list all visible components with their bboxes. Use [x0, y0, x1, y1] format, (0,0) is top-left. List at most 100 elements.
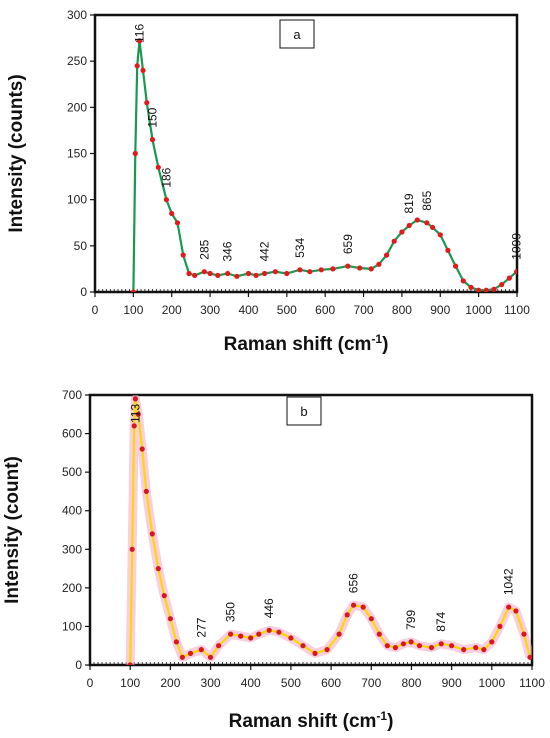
data-point	[453, 263, 459, 269]
data-point	[360, 604, 366, 610]
y-tick-label: 300	[62, 542, 82, 556]
data-point	[129, 546, 135, 552]
data-point	[460, 278, 466, 284]
panel-label-box	[279, 19, 315, 49]
x-tick-label: 900	[442, 676, 462, 690]
peak-label: 113	[128, 404, 142, 423]
y-tick-label: 500	[62, 465, 82, 479]
data-point	[368, 616, 374, 622]
plot-frame	[88, 393, 534, 667]
peak-label: 1042	[502, 568, 516, 595]
data-point	[344, 612, 350, 618]
peak-label: 285	[197, 239, 211, 259]
data-point	[300, 643, 306, 649]
x-tick-label: 600	[321, 676, 341, 690]
data-point	[384, 252, 390, 258]
y-tick-label: 600	[62, 427, 82, 441]
data-point	[131, 423, 137, 429]
data-point	[180, 252, 186, 258]
data-point	[245, 270, 252, 277]
data-point	[438, 641, 444, 647]
data-point	[198, 647, 204, 653]
x-tick-label: 1000	[465, 303, 492, 317]
data-point	[130, 289, 136, 292]
data-point	[376, 631, 382, 637]
data-point	[228, 631, 234, 637]
data-point	[248, 635, 254, 641]
data-point	[430, 224, 436, 230]
x-axis-label: Raman shift (cm-1)	[229, 709, 394, 732]
y-tick-label: 50	[74, 239, 88, 253]
data-point	[506, 275, 512, 281]
peak-label: 659	[341, 234, 355, 254]
y-tick-label: 400	[62, 504, 82, 518]
x-tick-label: 200	[162, 303, 182, 317]
data-point	[297, 267, 303, 273]
x-axis-label: Raman shift (cm-1)	[224, 332, 389, 355]
data-point	[127, 662, 133, 665]
data-point	[238, 633, 244, 639]
x-tick-label: 0	[87, 676, 94, 690]
data-point	[336, 631, 342, 637]
data-point	[473, 645, 479, 651]
data-point	[169, 210, 175, 217]
data-point	[135, 411, 141, 417]
data-point	[253, 272, 259, 278]
x-tick-label: 900	[430, 303, 450, 317]
data-point	[201, 269, 207, 275]
data-point	[527, 654, 532, 660]
x-tick-label: 700	[354, 303, 374, 317]
y-axis-label: Intensity (counts)	[6, 74, 27, 232]
y-axis-label: Intensity (count)	[2, 456, 23, 604]
data-point	[437, 232, 443, 238]
data-point	[384, 643, 390, 649]
data-point	[424, 220, 430, 226]
data-point	[330, 266, 336, 272]
data-point	[266, 627, 272, 633]
data-point	[513, 608, 519, 614]
data-point	[174, 220, 181, 226]
data-point	[207, 654, 214, 660]
data-point	[514, 269, 517, 275]
x-tick-label: 1100	[519, 676, 545, 690]
data-point	[155, 566, 161, 572]
peak-label: 534	[293, 237, 307, 257]
y-tick-label: 150	[67, 147, 87, 161]
x-tick-label: 300	[200, 303, 220, 317]
peak-label: 446	[262, 598, 276, 618]
y-tick-label: 200	[62, 581, 82, 595]
x-tick-label: 0	[92, 303, 99, 317]
data-point	[476, 287, 482, 292]
data-point	[483, 287, 489, 292]
data-point	[207, 270, 213, 277]
data-point	[368, 266, 374, 272]
peak-label: 656	[347, 573, 361, 593]
y-tick-label: 100	[67, 193, 87, 207]
data-point	[234, 273, 240, 279]
data-point	[499, 282, 505, 288]
x-tick-label: 400	[241, 676, 261, 690]
y-tick-label: 250	[67, 54, 87, 68]
data-point	[262, 270, 268, 277]
data-point	[276, 629, 282, 635]
x-tick-label: 500	[281, 676, 301, 690]
x-tick-label: 100	[123, 303, 143, 317]
data-point	[307, 269, 313, 275]
y-tick-label: 100	[62, 619, 82, 633]
data-point	[414, 217, 420, 223]
data-point	[187, 650, 194, 657]
data-point	[149, 137, 156, 143]
x-tick-label: 400	[238, 303, 258, 317]
peak-label: 1099	[510, 233, 524, 260]
data-point	[345, 263, 351, 269]
x-tick-label: 1000	[478, 676, 505, 690]
data-point	[161, 593, 167, 599]
peak-label: 874	[434, 611, 448, 631]
data-point	[468, 284, 474, 290]
data-point	[139, 446, 145, 452]
data-point	[400, 641, 406, 647]
data-point	[140, 67, 146, 73]
data-point	[149, 531, 155, 537]
x-tick-label: 800	[401, 676, 421, 690]
